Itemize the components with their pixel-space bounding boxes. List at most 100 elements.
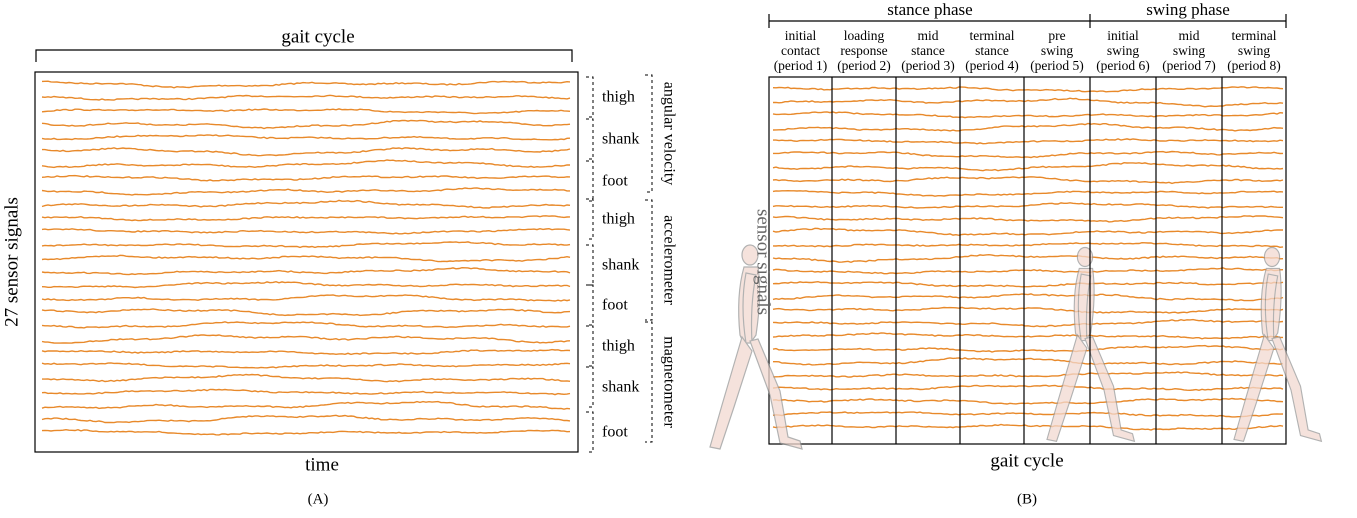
segment-label: foot bbox=[602, 173, 628, 190]
signal bbox=[772, 280, 1284, 288]
segment-bracket bbox=[586, 118, 594, 160]
signal bbox=[41, 227, 571, 235]
signal bbox=[772, 253, 1284, 264]
period-label: response bbox=[840, 43, 887, 58]
signal bbox=[772, 86, 1284, 93]
period-label: (period 6) bbox=[1096, 58, 1150, 73]
signal bbox=[41, 334, 571, 344]
signal bbox=[41, 119, 571, 130]
period-label: swing bbox=[1238, 43, 1271, 58]
period-label: swing bbox=[1107, 43, 1140, 58]
period-label: (period 1) bbox=[774, 58, 828, 73]
signal bbox=[41, 414, 571, 424]
signal bbox=[772, 215, 1284, 223]
panel-b-frame bbox=[768, 76, 1287, 445]
signal bbox=[41, 388, 571, 396]
signal bbox=[772, 122, 1284, 132]
period-label: stance bbox=[975, 43, 1009, 58]
signal bbox=[772, 411, 1284, 418]
gait-bracket bbox=[35, 49, 573, 62]
signal bbox=[772, 189, 1284, 197]
segment-label: thigh bbox=[602, 338, 635, 355]
signal bbox=[41, 294, 571, 302]
period-label: (period 5) bbox=[1030, 58, 1084, 73]
signal bbox=[41, 241, 571, 249]
walker-leg bbox=[1084, 336, 1136, 443]
group-label: magnetometer bbox=[660, 336, 677, 428]
signals bbox=[41, 80, 1284, 436]
signal bbox=[41, 254, 571, 263]
signal bbox=[41, 428, 571, 436]
x-label: gait cycle bbox=[990, 450, 1063, 471]
segment-label: thigh bbox=[602, 211, 635, 228]
signal bbox=[41, 215, 571, 222]
period-label: initial bbox=[1107, 28, 1139, 43]
segment-bracket bbox=[586, 284, 594, 326]
period-label: (period 7) bbox=[1162, 58, 1216, 73]
period-label: swing bbox=[1173, 43, 1206, 58]
signal bbox=[41, 362, 571, 369]
period-label: stance bbox=[911, 43, 945, 58]
signal bbox=[41, 321, 571, 329]
signal bbox=[772, 293, 1284, 302]
segment-bracket bbox=[586, 76, 594, 118]
segment-bracket bbox=[586, 325, 594, 367]
y-label: sensor signals bbox=[753, 209, 774, 315]
segment-label: foot bbox=[602, 424, 628, 441]
period-label: mid bbox=[1178, 28, 1199, 43]
caption: (B) bbox=[1017, 491, 1037, 507]
segment-bracket bbox=[586, 366, 594, 408]
caption: (A) bbox=[308, 491, 329, 507]
walker-leg bbox=[1046, 333, 1088, 442]
signal bbox=[772, 241, 1284, 249]
signal bbox=[41, 280, 571, 289]
top-label: gait cycle bbox=[281, 26, 354, 47]
signal bbox=[772, 332, 1284, 340]
segment-label: shank bbox=[602, 257, 639, 274]
x-label: time bbox=[305, 454, 339, 475]
phase-label: swing phase bbox=[1146, 0, 1230, 19]
signal bbox=[772, 176, 1284, 185]
signal bbox=[772, 423, 1284, 431]
signal bbox=[41, 199, 571, 209]
period-label: terminal bbox=[1232, 28, 1277, 43]
signal bbox=[772, 306, 1284, 314]
signal bbox=[41, 187, 570, 196]
period-label: terminal bbox=[970, 28, 1015, 43]
walker bbox=[709, 244, 803, 450]
phase-bracket bbox=[768, 14, 1287, 28]
signal bbox=[41, 400, 571, 410]
signal bbox=[772, 227, 1283, 237]
walker-head bbox=[1263, 246, 1281, 268]
group-label: accelerometer bbox=[660, 215, 677, 305]
signal bbox=[772, 97, 1284, 108]
y-label: 27 sensor signals bbox=[1, 197, 22, 327]
signal bbox=[772, 267, 1284, 275]
segment-label: shank bbox=[602, 379, 639, 396]
signal bbox=[773, 138, 1284, 145]
signal bbox=[772, 111, 1284, 119]
walker bbox=[1046, 246, 1136, 443]
phase-label: stance phase bbox=[887, 0, 972, 19]
signal bbox=[41, 108, 571, 115]
period-label: mid bbox=[917, 28, 938, 43]
group-label: angular velocity bbox=[660, 82, 677, 186]
signal bbox=[41, 266, 571, 276]
signal bbox=[41, 348, 571, 356]
signal bbox=[41, 174, 571, 182]
period-label: pre bbox=[1048, 28, 1065, 43]
signal bbox=[773, 150, 1284, 159]
signal bbox=[772, 318, 1284, 328]
segment-label: shank bbox=[602, 131, 639, 148]
segment-bracket bbox=[586, 411, 594, 453]
walker-head bbox=[741, 244, 759, 266]
period-label: loading bbox=[844, 28, 885, 43]
walker-leg bbox=[1271, 336, 1323, 443]
signal bbox=[41, 134, 571, 141]
group-bracket bbox=[645, 199, 653, 321]
segment-label: foot bbox=[602, 297, 628, 314]
period-label: contact bbox=[781, 43, 820, 58]
group-bracket bbox=[645, 74, 653, 193]
period-label: (period 4) bbox=[965, 58, 1019, 73]
signal bbox=[773, 357, 1284, 366]
